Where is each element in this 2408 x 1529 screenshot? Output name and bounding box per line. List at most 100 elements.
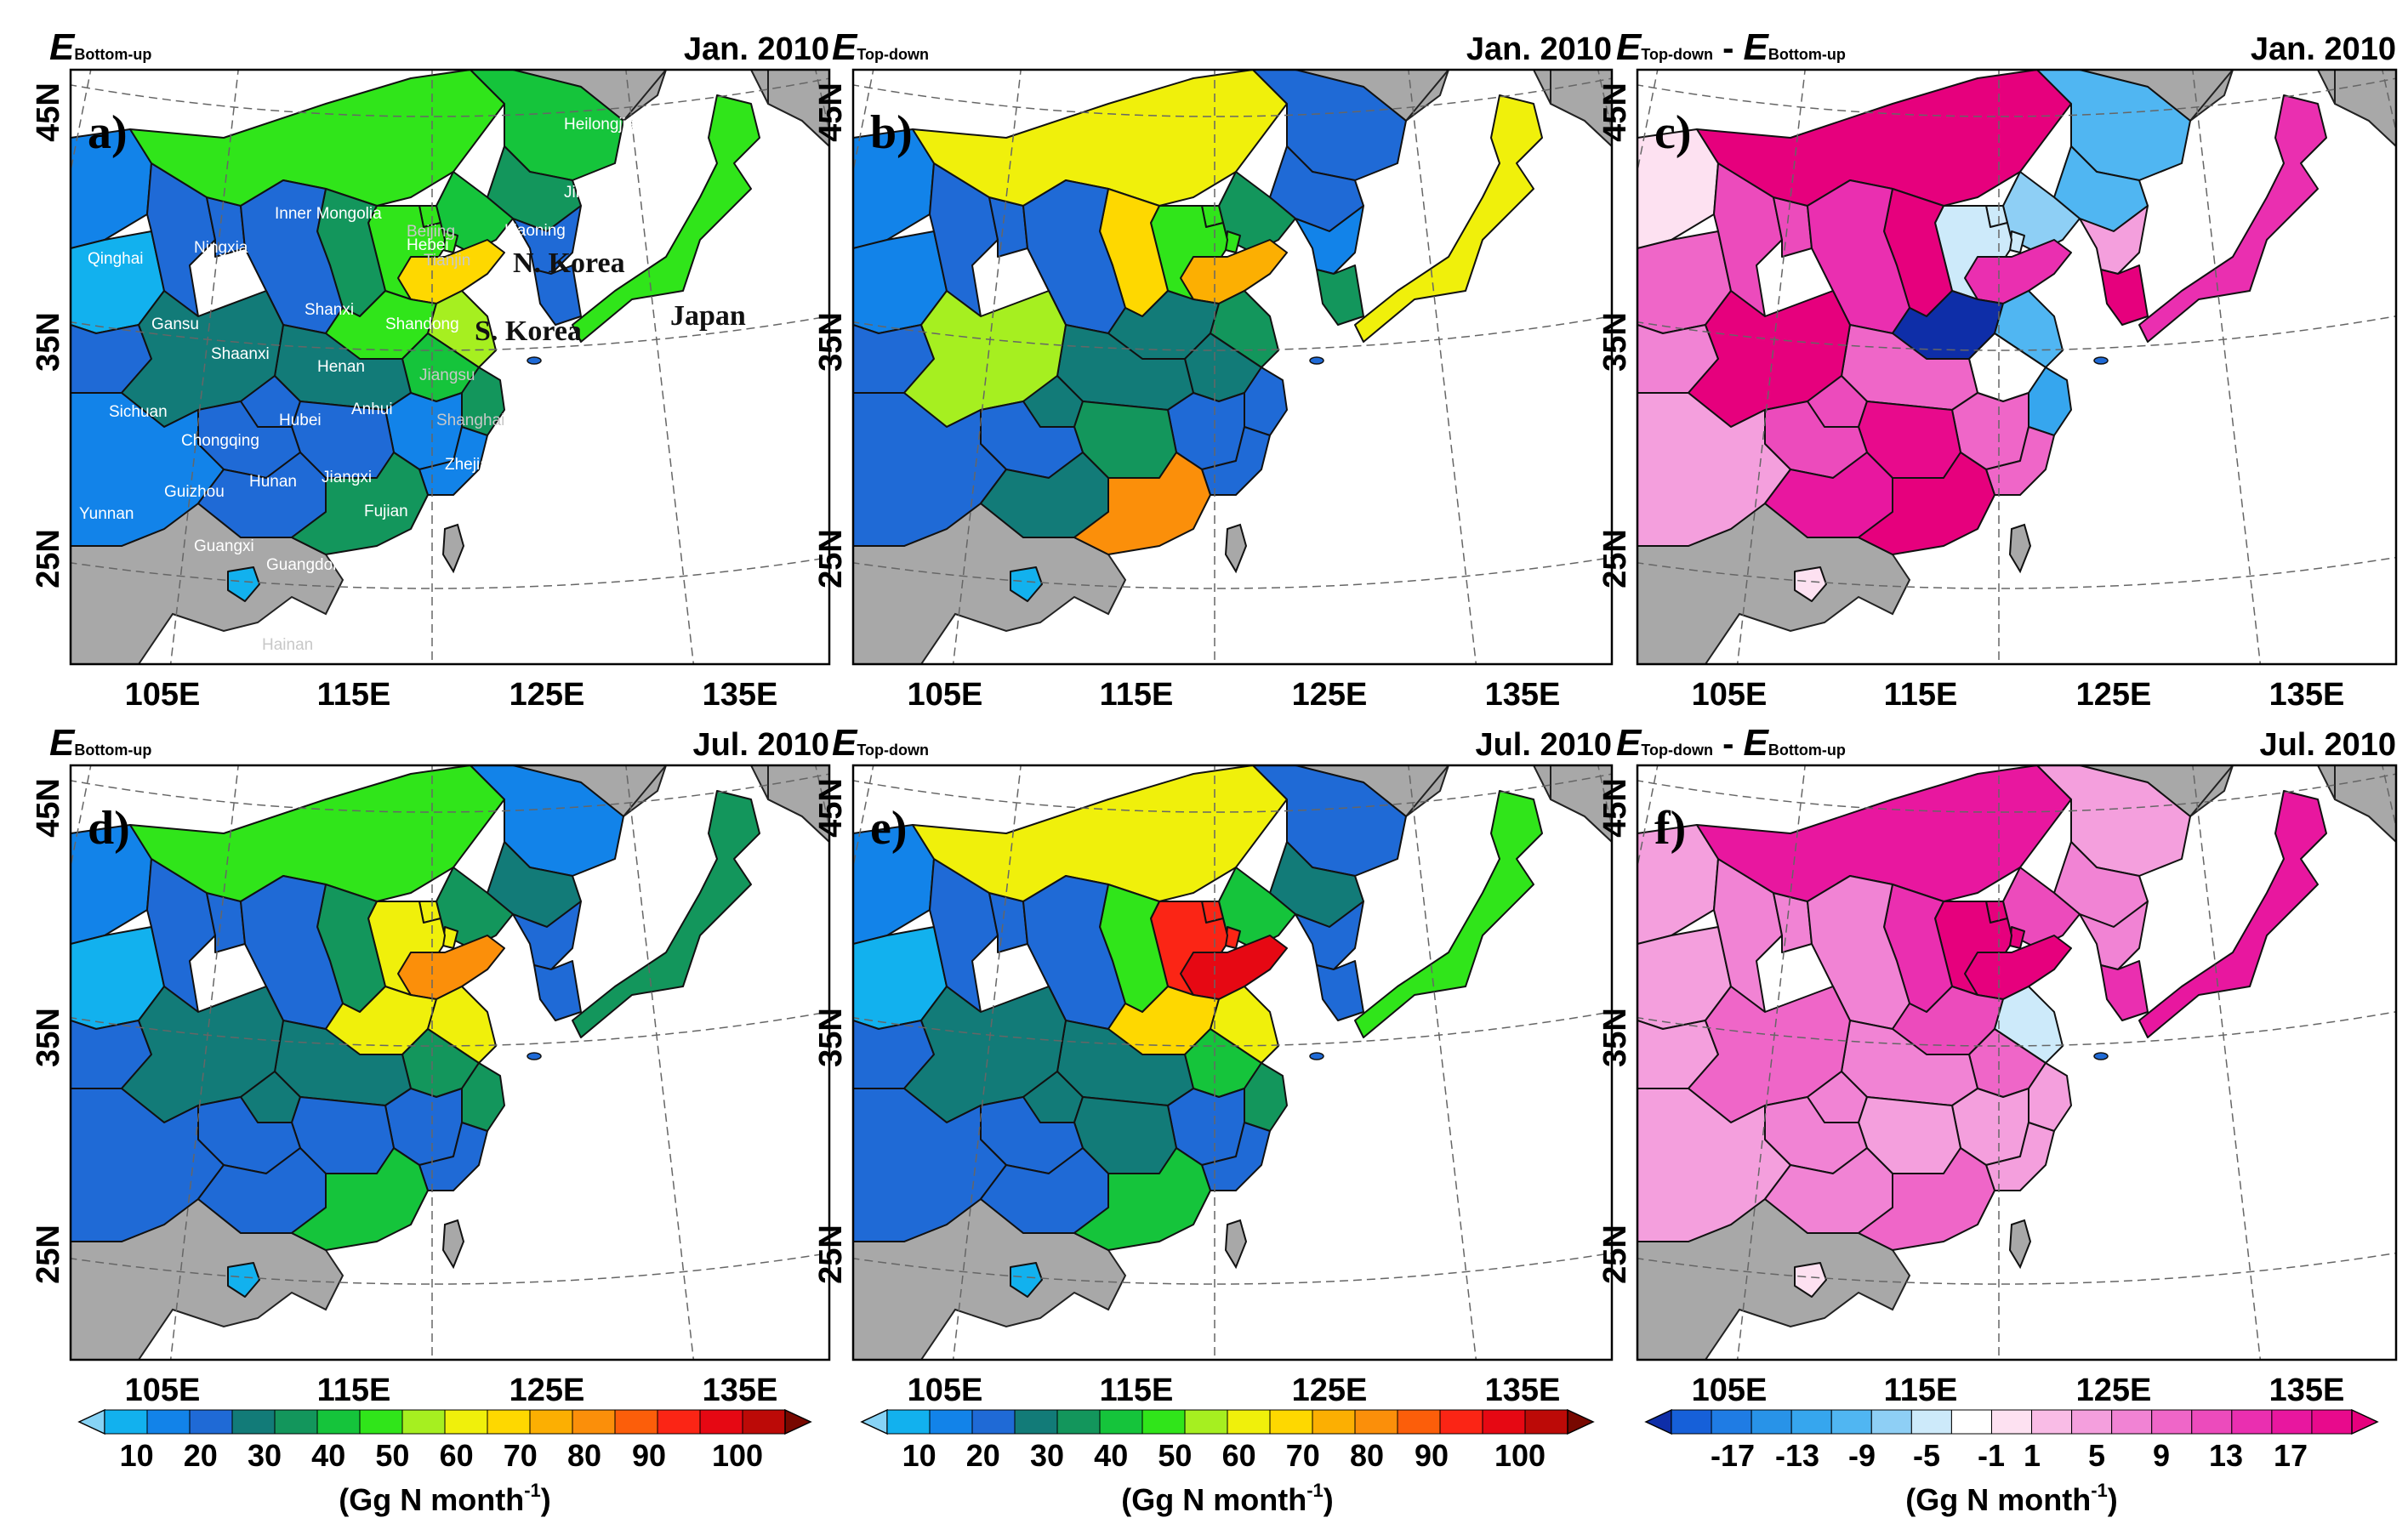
panel-date: Jul. 2010 bbox=[692, 727, 829, 763]
region-shandong bbox=[1180, 239, 1288, 304]
colorbar-unit-label: (Gg N month-1) bbox=[1121, 1480, 1334, 1517]
region-taiwan bbox=[441, 1219, 465, 1270]
panel-letter: e) bbox=[870, 802, 908, 855]
lon-label: 105E bbox=[908, 677, 983, 713]
region-innermongolia bbox=[129, 765, 505, 902]
region-nkorea bbox=[1295, 205, 1364, 275]
region-japan bbox=[572, 94, 760, 343]
lon-label: 135E bbox=[703, 677, 778, 713]
colorbar-bin bbox=[1910, 1409, 1952, 1435]
region-guangdong bbox=[291, 1147, 429, 1251]
colorbar-bin bbox=[529, 1409, 573, 1435]
lon-label: 115E bbox=[317, 677, 391, 713]
region-nkorea bbox=[2079, 901, 2149, 970]
panel-date: Jul. 2010 bbox=[2259, 727, 2396, 763]
colorbar-max-arrow bbox=[2351, 1408, 2379, 1435]
lon-label: 105E bbox=[908, 1373, 983, 1408]
region-hainan bbox=[1010, 566, 1043, 602]
region-innermongolia bbox=[1696, 765, 2072, 902]
colorbar-tick-label: 70 bbox=[1286, 1438, 1320, 1473]
colorbar-bin bbox=[1524, 1409, 1568, 1435]
colorbar-bin bbox=[1184, 1409, 1228, 1435]
panel-frame bbox=[1636, 764, 2398, 1361]
region-japan bbox=[1354, 94, 1543, 343]
colorbar-tick-label: 30 bbox=[248, 1438, 282, 1473]
region-heilongjiang bbox=[470, 765, 624, 877]
colorbar-max-arrow bbox=[784, 1408, 812, 1435]
lon-label: 115E bbox=[1884, 1373, 1958, 1408]
colorbar-tick-label: 10 bbox=[902, 1438, 936, 1473]
lon-label: 115E bbox=[1884, 677, 1958, 713]
province-label: Heilongjiang bbox=[564, 116, 653, 134]
colorbar-bin bbox=[2071, 1409, 2113, 1435]
province-label: Sichuan bbox=[109, 403, 168, 421]
colorbar-bin bbox=[1312, 1409, 1356, 1435]
lat-label: 25N bbox=[813, 529, 849, 588]
lon-label: 135E bbox=[703, 1373, 778, 1408]
colorbar-tick-label: 30 bbox=[1030, 1438, 1064, 1473]
panel-date: Jan. 2010 bbox=[684, 31, 829, 67]
panel-title: EBottom-up bbox=[49, 26, 151, 68]
province-label: Guangxi bbox=[194, 537, 254, 555]
panel-frame bbox=[1636, 68, 2398, 666]
lon-label: 135E bbox=[1485, 677, 1561, 713]
province-label: Guangdong bbox=[266, 556, 350, 574]
colorbar-bin bbox=[231, 1409, 276, 1435]
panel-letter: b) bbox=[870, 106, 913, 159]
region-nkorea bbox=[512, 205, 582, 275]
colorbar-min-arrow bbox=[860, 1408, 888, 1435]
province-label: Zhejiang bbox=[445, 456, 507, 474]
colorbar-bin bbox=[2031, 1409, 2073, 1435]
province-label: Yunnan bbox=[79, 505, 134, 523]
lon-label: 125E bbox=[2076, 677, 2152, 713]
graticule bbox=[71, 70, 829, 664]
colorbar-bin bbox=[316, 1409, 361, 1435]
province-label: Qinghai bbox=[88, 250, 144, 268]
province-label: Shandong bbox=[385, 315, 459, 333]
lon-label: 135E bbox=[2269, 1373, 2345, 1408]
colorbar-tick-label: 90 bbox=[1415, 1438, 1449, 1473]
colorbar-min-arrow bbox=[1644, 1408, 1672, 1435]
region-guangdong bbox=[1073, 452, 1211, 555]
region-taiwan bbox=[1224, 1219, 1248, 1270]
region-japan bbox=[1354, 790, 1543, 1038]
colorbar-bin bbox=[1750, 1409, 1792, 1435]
region-shandong bbox=[397, 239, 505, 304]
map-panel-a: a) EBottom-up Jan. 2010 45N 35N 25N 105E 115E 12… bbox=[31, 26, 831, 713]
colorbar-tick-label: 20 bbox=[184, 1438, 218, 1473]
province-label: Henan bbox=[317, 358, 365, 376]
map-panel-e: e) ETop-down Jul. 2010 45N 35N 25N 105E 115E 125… bbox=[813, 722, 1614, 1408]
province-labels: Heilongjiang Jilin Liaoning Inner Mongolia B… bbox=[79, 116, 746, 654]
colorbar-bin bbox=[1056, 1409, 1101, 1435]
colorbar-tick-label: 80 bbox=[1350, 1438, 1384, 1473]
colorbar-tick-label: -5 bbox=[1913, 1438, 1940, 1473]
lat-label: 35N bbox=[31, 312, 66, 372]
colorbar-tick-label: -17 bbox=[1711, 1438, 1755, 1473]
colorbar-bin bbox=[657, 1409, 701, 1435]
region-skorea bbox=[1316, 264, 1364, 326]
colorbar-tick-label: 70 bbox=[504, 1438, 538, 1473]
region-heilongjiang bbox=[470, 70, 624, 181]
province-label: Shanghai bbox=[436, 412, 504, 429]
colorbars-layer: 10 20 30 40 50 60 70 80 90 100 (Gg N month-1) 10 20 3… bbox=[77, 1408, 2379, 1517]
region-guangdong bbox=[1858, 1147, 1995, 1251]
colorbar-bin bbox=[614, 1409, 658, 1435]
panel-letter: d) bbox=[88, 802, 130, 855]
region-shandong bbox=[397, 935, 505, 1000]
lon-label: 105E bbox=[125, 1373, 201, 1408]
region-jeju bbox=[2093, 1052, 2109, 1060]
graticule bbox=[71, 765, 829, 1360]
colorbar-bin bbox=[1950, 1409, 1992, 1435]
colorbar-bin bbox=[1870, 1409, 1912, 1435]
lat-label: 35N bbox=[1597, 312, 1633, 372]
lat-label: 25N bbox=[1597, 1225, 1633, 1284]
province-label: Fujian bbox=[364, 503, 408, 520]
colorbar-bin bbox=[2231, 1409, 2273, 1435]
graticule bbox=[1637, 765, 2396, 1360]
colorbar-bin bbox=[971, 1409, 1016, 1435]
colorbar-bin bbox=[487, 1409, 531, 1435]
lat-label: 35N bbox=[813, 1008, 849, 1067]
colorbar-bin bbox=[146, 1409, 191, 1435]
region-hainan bbox=[227, 1262, 260, 1298]
colorbar-bin bbox=[1354, 1409, 1398, 1435]
